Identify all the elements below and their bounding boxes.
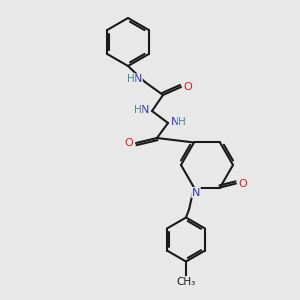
- Text: O: O: [238, 178, 247, 188]
- Text: H: H: [127, 74, 135, 84]
- Text: O: O: [184, 82, 192, 92]
- Text: H: H: [178, 117, 186, 127]
- Text: O: O: [124, 138, 134, 148]
- Text: N: N: [141, 105, 149, 115]
- Text: CH₃: CH₃: [176, 277, 196, 286]
- Text: H: H: [134, 105, 142, 115]
- Text: N: N: [192, 188, 200, 197]
- Text: N: N: [134, 74, 142, 84]
- Text: N: N: [171, 117, 179, 127]
